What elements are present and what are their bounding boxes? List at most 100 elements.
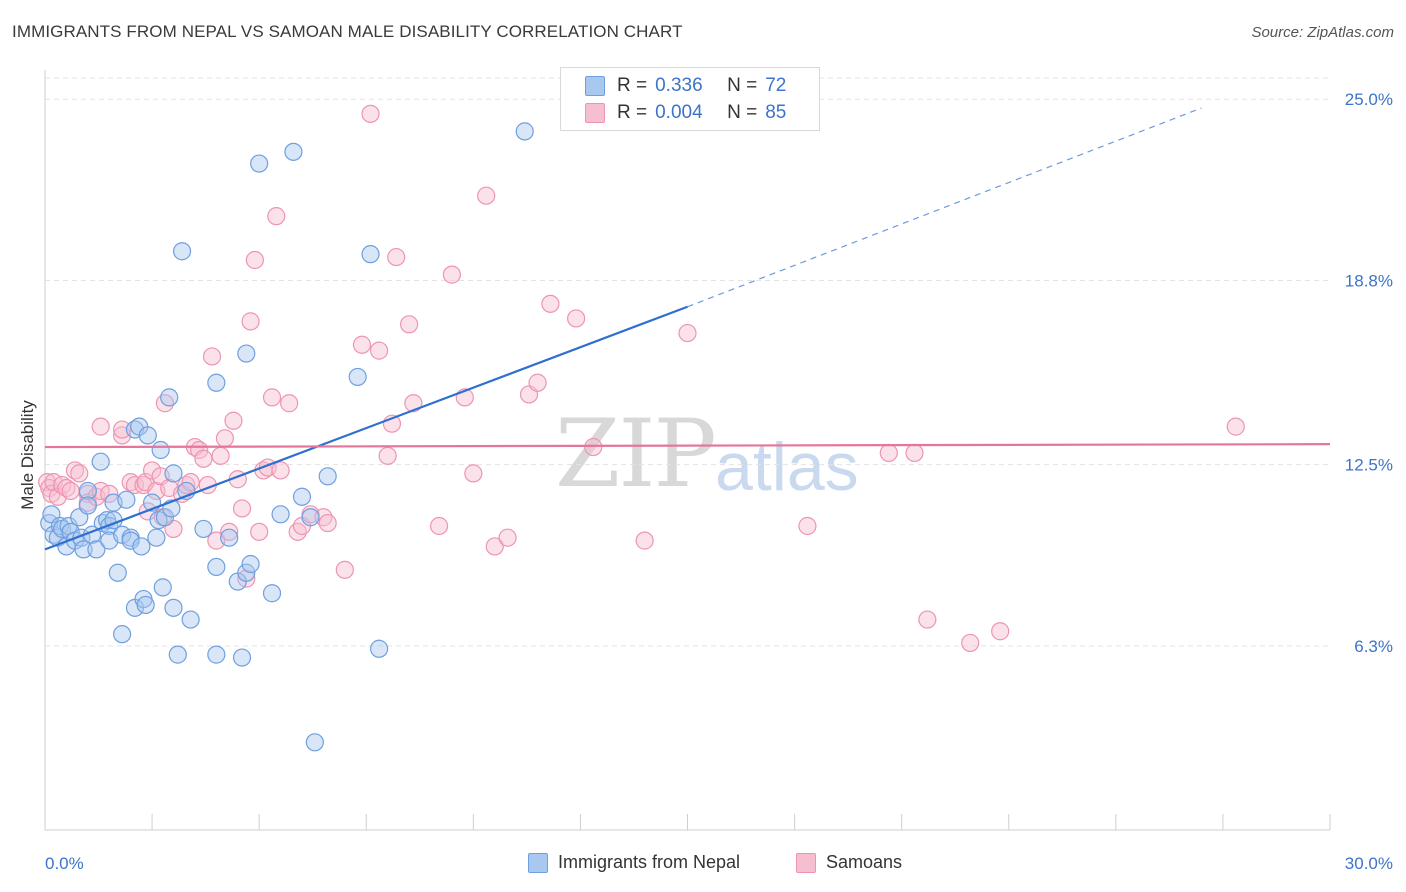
nepal-point bbox=[121, 531, 140, 550]
legend-swatch-blue bbox=[528, 852, 548, 873]
nepal-point bbox=[262, 584, 282, 603]
samoan-point bbox=[61, 481, 80, 501]
samoan-point bbox=[678, 323, 697, 343]
samoan-point bbox=[485, 537, 504, 556]
legend-row-samoans: R = 0.004 N = 85 bbox=[585, 101, 786, 125]
samoan-point bbox=[271, 461, 290, 480]
samoan-point bbox=[211, 446, 230, 465]
nepal-point bbox=[136, 595, 155, 615]
nepal-point bbox=[207, 373, 226, 392]
y-axis-label: Male Disability bbox=[18, 400, 37, 510]
samoan-point bbox=[378, 446, 397, 465]
samoan-point bbox=[335, 560, 354, 579]
samoan-point bbox=[567, 309, 586, 328]
samoan-point bbox=[245, 250, 264, 270]
nepal-point bbox=[87, 540, 106, 559]
samoan-point bbox=[241, 312, 260, 331]
samoan-point bbox=[215, 429, 234, 448]
nepal-trendline-extension bbox=[687, 107, 1202, 308]
legend-label-nepal: Immigrants from Nepal bbox=[558, 852, 741, 872]
nepal-point bbox=[292, 487, 312, 506]
nepal-point bbox=[220, 528, 239, 547]
samoan-point bbox=[100, 484, 119, 503]
samoan-point bbox=[224, 411, 243, 430]
nepal-point bbox=[112, 625, 132, 644]
n-label: N = bbox=[727, 75, 758, 96]
samoan-point bbox=[370, 341, 389, 360]
nepal-point bbox=[241, 554, 260, 574]
nepal-point bbox=[164, 464, 183, 483]
legend-swatch-blue bbox=[585, 76, 605, 96]
samoan-point bbox=[798, 516, 817, 536]
nepal-point bbox=[160, 388, 179, 407]
r-value: 0.004 bbox=[655, 102, 703, 123]
r-label: R = bbox=[617, 75, 648, 96]
y-tick-label: 25.0% bbox=[1345, 90, 1393, 109]
nepal-point bbox=[207, 557, 226, 577]
watermark-zip: ZIP bbox=[555, 400, 717, 509]
nepal-point bbox=[108, 563, 127, 582]
samoan-point bbox=[498, 528, 517, 547]
legend-label-samoans: Samoans bbox=[826, 852, 903, 872]
nepal-point bbox=[172, 242, 192, 261]
y-tick-label: 6.3% bbox=[1354, 637, 1393, 656]
nepal-point bbox=[318, 467, 337, 486]
samoan-point bbox=[202, 347, 222, 366]
samoan-point bbox=[429, 516, 449, 536]
samoan-point bbox=[280, 394, 299, 413]
nepal-point bbox=[237, 563, 256, 582]
legend-item-nepal[interactable]: Immigrants from Nepal bbox=[528, 852, 740, 873]
nepal-point bbox=[147, 528, 166, 547]
nepal-point bbox=[151, 440, 170, 460]
nepal-point bbox=[237, 344, 256, 363]
nepal-point bbox=[117, 490, 136, 509]
samoan-point bbox=[352, 335, 372, 354]
nepal-point bbox=[207, 645, 226, 664]
y-tick-label: 12.5% bbox=[1345, 456, 1393, 475]
samoan-point bbox=[387, 247, 406, 267]
samoan-point bbox=[528, 373, 547, 392]
samoan-point bbox=[635, 531, 654, 550]
samoan-point bbox=[918, 610, 937, 629]
nepal-point bbox=[348, 367, 367, 387]
samoan-point bbox=[194, 449, 213, 468]
samoan-point bbox=[70, 464, 89, 483]
nepal-point bbox=[515, 122, 534, 141]
samoan-point bbox=[477, 186, 496, 205]
nepal-point bbox=[305, 733, 324, 752]
nepal-point bbox=[164, 598, 183, 617]
correlation-legend: R = 0.336 N = 72 R = 0.004 N = 85 bbox=[560, 67, 820, 131]
samoan-point bbox=[961, 633, 980, 653]
nepal-point bbox=[138, 426, 157, 445]
x-tick-label: 30.0% bbox=[1345, 854, 1393, 873]
samoan-point bbox=[879, 443, 898, 463]
watermark-atlas: atlas bbox=[715, 429, 859, 505]
nepal-point bbox=[132, 537, 151, 556]
nepal-point bbox=[78, 481, 97, 501]
samoan-point bbox=[220, 522, 239, 541]
n-value: 72 bbox=[765, 75, 787, 96]
source-label: Source: ZipAtlas.com bbox=[1251, 24, 1394, 41]
samoan-point bbox=[267, 207, 286, 226]
nepal-point bbox=[284, 142, 303, 161]
nepal-point bbox=[232, 648, 252, 667]
nepal-point bbox=[271, 505, 290, 524]
samoan-point bbox=[991, 622, 1010, 641]
samoan-point bbox=[232, 499, 252, 518]
samoan-point bbox=[584, 437, 603, 457]
nepal-point bbox=[74, 540, 93, 559]
nepal-point bbox=[250, 154, 269, 173]
nepal-point bbox=[168, 645, 187, 664]
legend-swatch-pink bbox=[585, 103, 605, 123]
series-legend: Immigrants from Nepal Samoans bbox=[0, 852, 1406, 878]
samoan-point bbox=[442, 265, 462, 284]
samoan-point bbox=[1226, 417, 1245, 436]
samoan-point bbox=[91, 417, 110, 436]
samoan-point bbox=[404, 394, 423, 413]
nepal-point bbox=[301, 508, 320, 527]
samoan-point bbox=[464, 464, 483, 483]
legend-item-samoans[interactable]: Samoans bbox=[796, 852, 902, 873]
r-value: 0.336 bbox=[655, 75, 703, 96]
x-tick-label: 0.0% bbox=[45, 854, 84, 873]
nepal-point bbox=[181, 610, 200, 629]
